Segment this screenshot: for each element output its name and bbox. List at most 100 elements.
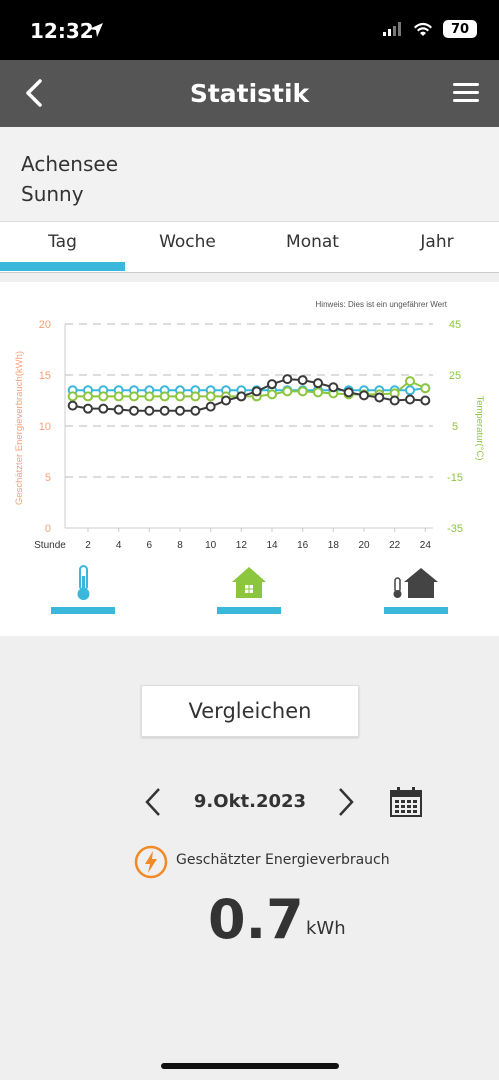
x-tick-label: 6 xyxy=(147,540,153,551)
series-point-0 xyxy=(405,385,415,396)
series-point-1 xyxy=(313,387,323,398)
series-point-2 xyxy=(236,391,247,402)
menu-icon[interactable] xyxy=(453,80,479,106)
x-tick-label: 2 xyxy=(85,540,91,551)
right-tick-label: 25 xyxy=(449,370,461,382)
energy-value: 0.7 xyxy=(208,888,304,951)
mode-house-button[interactable] xyxy=(217,560,281,614)
x-tick-label: 18 xyxy=(328,540,340,551)
current-date: 9.Okt.2023 xyxy=(193,791,307,812)
series-point-1 xyxy=(159,391,170,402)
mode-combined-bar xyxy=(384,607,448,614)
series-point-1 xyxy=(144,391,155,402)
tab-woche[interactable]: Woche xyxy=(159,232,216,252)
tab-monat[interactable]: Monat xyxy=(286,232,339,252)
series-point-2 xyxy=(190,405,201,416)
status-time: 12:32 xyxy=(30,19,94,43)
series-point-2 xyxy=(389,395,400,406)
energy-label: Geschätzter Energieverbrauch xyxy=(176,852,390,868)
calendar-icon[interactable] xyxy=(389,786,423,818)
x-tick-label: 24 xyxy=(420,540,432,551)
mode-temperature-button[interactable] xyxy=(51,560,115,614)
series-point-2 xyxy=(374,392,385,403)
left-tick-label: 0 xyxy=(45,523,51,535)
next-day-icon[interactable] xyxy=(336,786,356,818)
battery-indicator: 70 xyxy=(443,20,477,38)
series-point-1 xyxy=(297,386,308,397)
x-tick-label: 16 xyxy=(297,540,309,551)
series-point-1 xyxy=(129,391,139,402)
active-tab-indicator xyxy=(0,262,125,271)
mode-temperature-bar xyxy=(51,607,115,614)
series-point-1 xyxy=(83,391,93,402)
series-point-2 xyxy=(420,395,431,406)
series-point-2 xyxy=(297,375,308,386)
series-point-2 xyxy=(343,387,354,398)
series-point-2 xyxy=(328,382,339,393)
left-tick-label: 20 xyxy=(39,319,51,331)
home-indicator xyxy=(161,1063,339,1069)
right-axis-label: Temperatur(°C) xyxy=(474,395,485,460)
right-tick-label: 45 xyxy=(449,319,461,331)
series-point-1 xyxy=(67,391,78,402)
house-icon xyxy=(232,567,266,598)
mode-combined-button[interactable] xyxy=(384,560,448,614)
thermometer-house-icon xyxy=(393,568,438,598)
series-point-1 xyxy=(405,376,415,387)
series-point-1 xyxy=(267,389,277,400)
x-tick-label: 4 xyxy=(116,540,122,551)
mode-house-bar xyxy=(217,607,281,614)
series-point-2 xyxy=(221,395,231,406)
series-point-2 xyxy=(144,405,155,416)
series-point-2 xyxy=(313,378,323,389)
x-tick-label: 14 xyxy=(266,540,278,551)
tab-tag[interactable]: Tag xyxy=(48,232,77,252)
series-point-2 xyxy=(83,403,93,414)
left-axis-label: Geschätzter Energieverbrauch(kWh) xyxy=(14,351,25,505)
series-point-1 xyxy=(175,391,185,402)
right-tick-label: -15 xyxy=(447,472,463,484)
location-name: Achensee xyxy=(21,152,119,176)
status-bar: 12:32 70 xyxy=(0,0,499,60)
series-point-2 xyxy=(205,401,216,412)
x-tick-label: 20 xyxy=(358,540,370,551)
series-point-1 xyxy=(190,391,201,402)
page-title: Statistik xyxy=(189,79,310,108)
location-arrow-icon xyxy=(89,23,103,37)
series-point-2 xyxy=(67,400,78,411)
series-point-2 xyxy=(282,374,293,385)
series-point-2 xyxy=(98,403,109,414)
series-point-2 xyxy=(267,379,277,390)
location-panel: Achensee Sunny xyxy=(0,127,499,222)
lightning-icon xyxy=(134,845,168,879)
right-tick-label: -35 xyxy=(447,523,463,535)
series-point-2 xyxy=(359,390,369,401)
series-point-1 xyxy=(420,383,431,394)
series-point-2 xyxy=(405,394,415,405)
series-point-1 xyxy=(98,391,109,402)
energy-unit: kWh xyxy=(306,918,346,939)
tab-jahr[interactable]: Jahr xyxy=(420,232,454,252)
series-point-2 xyxy=(175,405,185,416)
thermometer-icon xyxy=(77,565,90,600)
left-tick-label: 15 xyxy=(39,370,51,382)
nav-bar: Statistik xyxy=(0,60,499,127)
x-tick-label: 8 xyxy=(177,540,183,551)
x-tick-label: 22 xyxy=(389,540,401,551)
compare-button[interactable]: Vergleichen xyxy=(141,685,359,737)
chart-note: Hinweis: Dies ist ein ungefährer Wert xyxy=(316,300,448,309)
series-point-2 xyxy=(159,405,170,416)
series-point-1 xyxy=(113,391,124,402)
x-tick-label: 10 xyxy=(205,540,217,551)
series-line-0 xyxy=(72,387,426,392)
wifi-icon xyxy=(414,22,432,36)
series-point-2 xyxy=(129,405,139,416)
left-tick-label: 5 xyxy=(45,472,51,484)
x-tick-label: 12 xyxy=(236,540,248,551)
x-axis-label: Stunde xyxy=(34,540,66,551)
previous-day-icon[interactable] xyxy=(143,786,163,818)
right-tick-label: 5 xyxy=(452,421,458,433)
device-name: Sunny xyxy=(21,182,84,206)
back-icon[interactable] xyxy=(18,76,52,110)
energy-chart: Hinweis: Dies ist ein ungefährer Wert 0 5… xyxy=(14,300,485,551)
